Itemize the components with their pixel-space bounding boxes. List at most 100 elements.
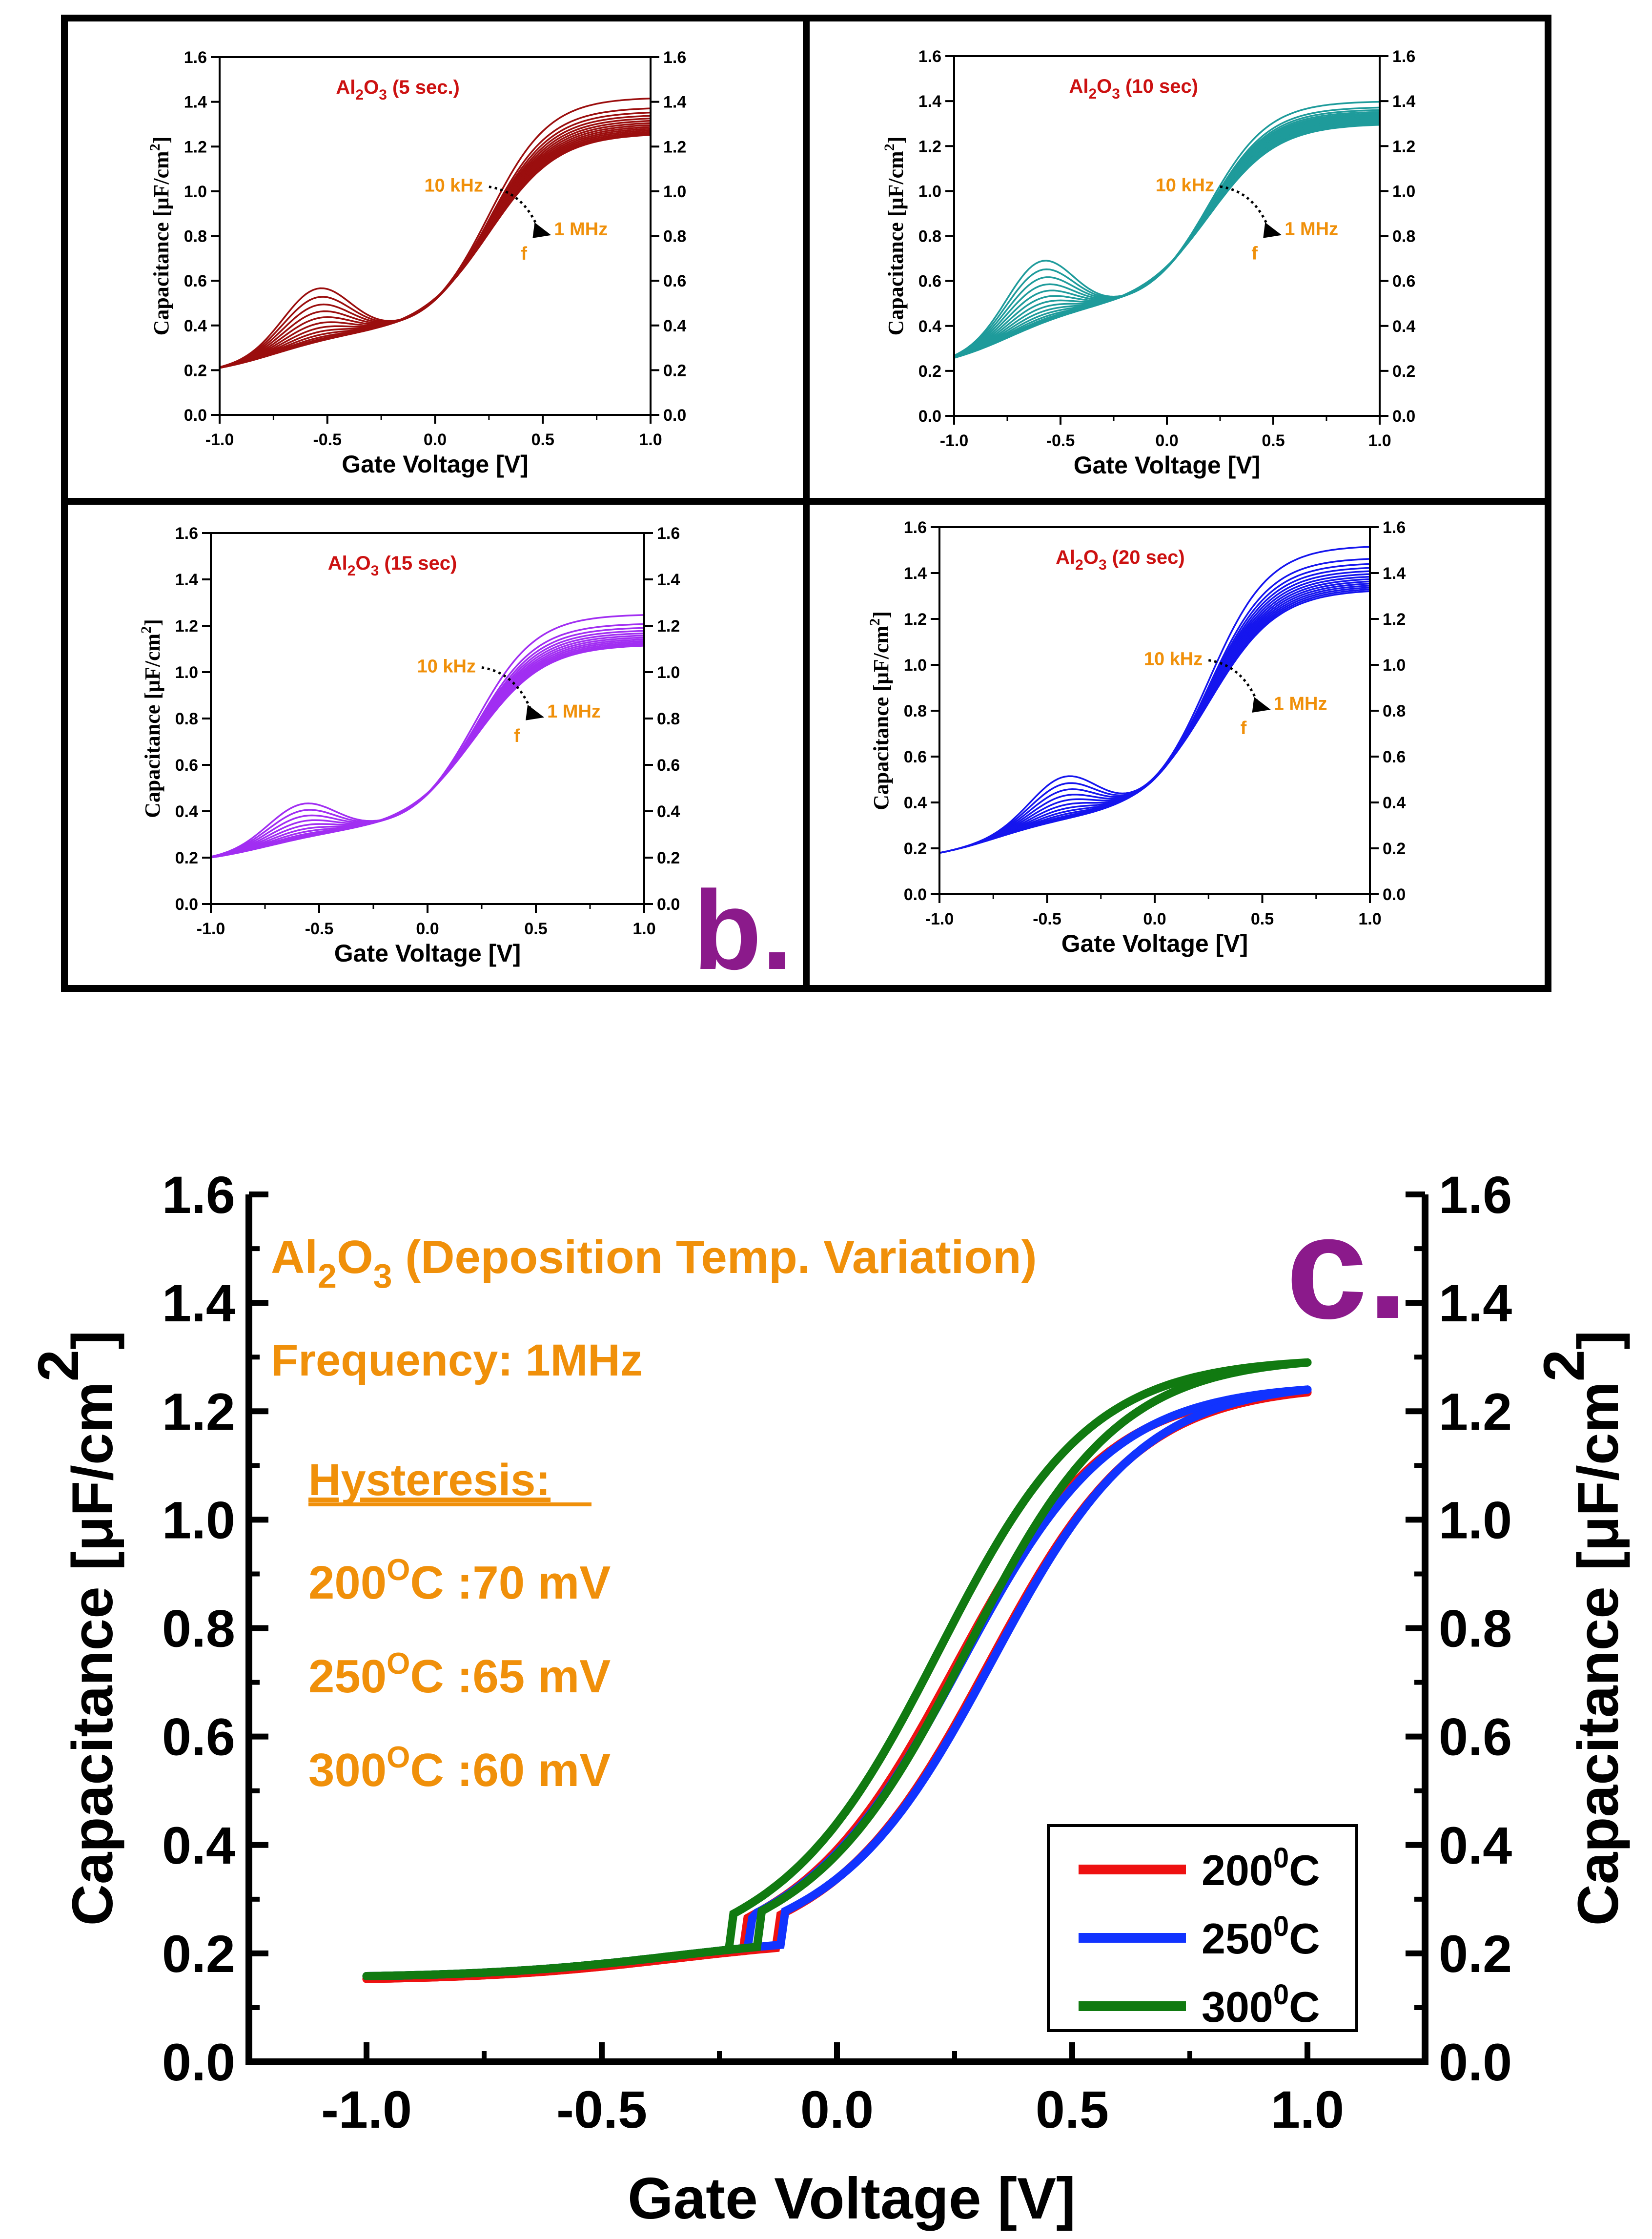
series-300 <box>362 1358 1312 1980</box>
subplot-b1-curve-5 <box>220 117 651 369</box>
subplot-b1-ytick-label-right: 0.4 <box>663 317 686 335</box>
subplot-b1: -1.0 -0.5 0.0 0.5 1.00.0 0.00.2 0.20.4 0.40.6 0.… <box>147 48 686 478</box>
subplot-b4-title: Al2O3 (20 sec) <box>1056 547 1185 573</box>
subplot-b4-ytick-label-right: 1.6 <box>1383 518 1406 537</box>
subplot-b4-ytick-label-left: 0.6 <box>904 748 927 766</box>
subplot-b4-curves <box>939 546 1370 854</box>
subplot-b4-xtick-label: 0.5 <box>1251 910 1274 928</box>
plot-c-xtick-label: 1.0 <box>1271 2080 1344 2139</box>
subplot-b4: -1.0 -0.5 0.0 0.5 1.00.0 0.00.2 0.20.4 0.40.6 0.… <box>867 518 1406 957</box>
subplot-b2: -1.0 -0.5 0.0 0.5 1.00.0 0.00.2 0.20.4 0.40.6 0.… <box>881 47 1415 479</box>
figure-label-c: c. <box>1286 1185 1408 1349</box>
subplot-b1-xtick-label: -1.0 <box>205 431 234 449</box>
subplot-b3-freq-var: f <box>514 726 520 746</box>
plot-c-ylabel-left: Capacitance [μF/cm2] <box>26 1331 125 1926</box>
subplot-b2-curve-14 <box>954 122 1380 359</box>
plot-c-ytick-label-right: 1.0 <box>1439 1490 1512 1549</box>
subplot-b4-ytick-label-right: 1.2 <box>1383 610 1406 629</box>
subplot-b1-ytick-label-right: 0.8 <box>663 227 686 246</box>
subplot-b1-ytick-label-left: 0.2 <box>184 361 207 380</box>
plot-c-hysteresis-200: 200OC :70 mV <box>308 1553 611 1609</box>
subplot-b1-ytick-label-left: 0.6 <box>184 272 207 290</box>
subplot-b4-xtick-label: 1.0 <box>1358 910 1381 928</box>
plot-c-hysteresis-title: Hysteresis: <box>308 1455 551 1505</box>
subplot-b4-ylabel: Capacitance [μF/cm2] <box>867 611 893 810</box>
subplot-b2-freq-start: 10 kHz <box>1156 175 1214 196</box>
subplot-b3-ytick-label-left: 0.8 <box>175 710 198 728</box>
subplot-b1-ytick-label-right: 1.4 <box>663 93 686 112</box>
subplot-b3-ytick-label-right: 0.4 <box>657 802 680 821</box>
subplot-b2-title: Al2O3 (10 sec) <box>1069 76 1198 102</box>
plot-c-xtick-label: -0.5 <box>556 2080 647 2139</box>
subplot-b1-ytick-label-right: 0.2 <box>663 361 686 380</box>
subplot-b4-ytick-label-left: 1.6 <box>904 518 927 537</box>
subplot-b3-xtick-label: -1.0 <box>197 920 225 938</box>
subplot-b1-title: Al2O3 (5 sec.) <box>336 77 459 103</box>
plot-c-ytick-label-right: 0.6 <box>1439 1707 1512 1767</box>
subplot-b4-xlabel: Gate Voltage [V] <box>1061 930 1248 957</box>
subplot-b4-curve-13 <box>939 588 1370 854</box>
plot-c-ytick-label-right: 1.4 <box>1439 1274 1512 1333</box>
plot-c-ytick-label-left: 1.6 <box>162 1165 235 1224</box>
subplot-b1-xtick-label: -0.5 <box>313 431 342 449</box>
subplot-b4-ytick-label-left: 0.0 <box>904 885 927 904</box>
subplot-b4-freq-arrow <box>1208 659 1260 704</box>
subplot-b4-xtick-label: -0.5 <box>1033 910 1061 928</box>
subplot-b2-xtick-label: 0.0 <box>1155 431 1178 450</box>
plot-c-legend: 2000C 2500C 3000C <box>1047 1824 1358 2032</box>
subplot-b4-ytick-label-right: 1.4 <box>1383 564 1406 583</box>
subplot-b2-curves <box>954 101 1380 359</box>
subplot-b4-ytick-label-left: 0.2 <box>904 840 927 858</box>
subplot-b1-freq-arrowhead <box>532 222 551 238</box>
subplot-b1-ytick-label-right: 1.2 <box>663 138 686 156</box>
subplot-b2-ytick-label-right: 0.6 <box>1392 272 1415 291</box>
subplot-b2-ytick-label-left: 0.0 <box>918 407 941 426</box>
subplot-b3-freq-arrowhead <box>526 704 545 720</box>
subplot-b2-xtick-label: -1.0 <box>940 431 969 450</box>
plot-c-ytick-label-right: 0.8 <box>1439 1599 1512 1658</box>
subplot-b4-curve-7 <box>939 575 1370 854</box>
subplot-b3-curve-12 <box>211 645 644 859</box>
plot-c-ytick-label-left: 0.6 <box>162 1707 235 1767</box>
subplot-b1-ylabel: Capacitance [μF/cm2] <box>147 137 173 336</box>
subplot-b4-freq-var: f <box>1241 718 1247 739</box>
plot-c-ytick-label-left: 0.2 <box>162 1924 235 1983</box>
subplot-b2-curve-13 <box>954 121 1380 359</box>
subplot-b3-ytick-label-left: 1.2 <box>175 617 198 636</box>
subplot-b1-freq-end: 1 MHz <box>554 219 608 240</box>
subplot-b2-ytick-label-left: 1.0 <box>918 182 941 201</box>
plot-c-ytick-label-left: 0.4 <box>162 1816 235 1875</box>
subplot-b1-xtick-label: 1.0 <box>639 431 662 449</box>
subplot-b3-ytick-label-right: 1.2 <box>657 617 680 636</box>
subplot-b2-freq-var: f <box>1251 244 1258 264</box>
panel-b-frame <box>61 15 1551 992</box>
subplot-b1-curve-6 <box>220 120 651 369</box>
plot-c-legend-box <box>1047 1824 1358 2032</box>
plot-c-ytick-label-left: 0.8 <box>162 1599 235 1658</box>
subplot-b2-ylabel: Capacitance [μF/cm2] <box>881 137 908 336</box>
plot-c-xtick-label: 0.5 <box>1036 2080 1109 2139</box>
subplot-b2-ytick-label-left: 1.2 <box>918 137 941 156</box>
subplot-b1-ytick-label-left: 1.0 <box>184 183 207 201</box>
subplot-b3-ytick-label-right: 0.8 <box>657 710 680 728</box>
plot-c-ytick-label-left: 0.0 <box>162 2033 235 2092</box>
subplot-b4-ytick-label-right: 1.0 <box>1383 656 1406 675</box>
subplot-b3-ytick-label-left: 0.4 <box>175 802 198 821</box>
subplot-b1-curves <box>220 97 651 369</box>
subplot-b1-ytick-label-right: 1.6 <box>663 48 686 67</box>
subplot-b4-ytick-label-right: 0.6 <box>1383 748 1406 766</box>
subplot-b4-ytick-label-left: 1.0 <box>904 656 927 675</box>
subplot-b1-curve-7 <box>220 122 651 369</box>
plot-c: -1.0 -0.5 0.0 0.5 1.0 0.0 0.0 0.2 0.2 0.4 0.4 0.6 0.… <box>26 1165 1631 2231</box>
subplot-b4-ytick-label-right: 0.8 <box>1383 702 1406 720</box>
subplot-b2-ytick-label-right: 1.0 <box>1392 182 1415 201</box>
subplot-b2-ytick-label-left: 0.4 <box>918 317 941 336</box>
subplot-b2-xtick-label: -0.5 <box>1046 431 1075 450</box>
subplot-b4-freq-start: 10 kHz <box>1144 649 1203 670</box>
subplot-b2-ytick-label-left: 1.4 <box>918 92 941 111</box>
subplot-b3-ytick-label-left: 1.6 <box>175 524 198 543</box>
subplot-b2-ytick-label-left: 0.8 <box>918 227 941 246</box>
subplot-b4-xtick-label: -1.0 <box>925 910 954 928</box>
subplot-b1-ytick-label-right: 1.0 <box>663 183 686 201</box>
series-300-sweep-reverse <box>362 1358 1312 1980</box>
